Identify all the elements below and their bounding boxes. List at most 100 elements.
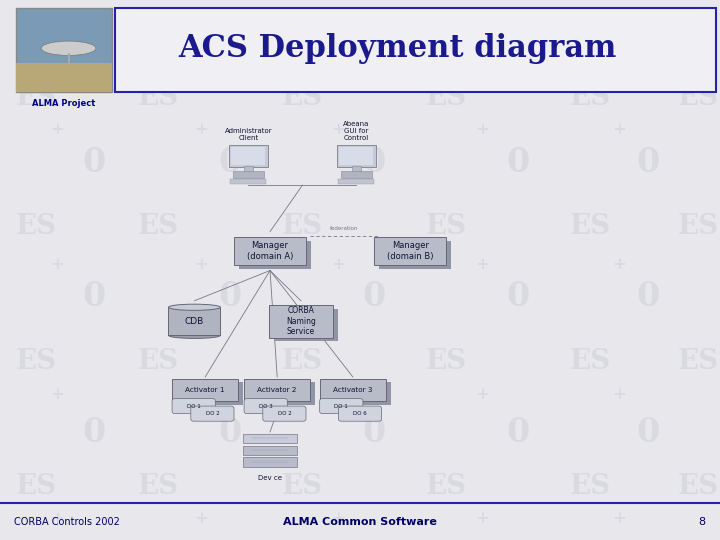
Text: DO 3: DO 3	[258, 403, 273, 409]
FancyBboxPatch shape	[244, 166, 253, 172]
Text: CORBA
Naming
Service: CORBA Naming Service	[286, 306, 316, 336]
Text: 0: 0	[363, 415, 386, 449]
Text: +: +	[331, 510, 346, 527]
FancyBboxPatch shape	[16, 8, 112, 92]
Text: ES: ES	[282, 472, 323, 500]
Text: ES: ES	[426, 84, 467, 111]
Text: 0: 0	[636, 415, 660, 449]
Text: ES: ES	[678, 213, 719, 240]
Text: ES: ES	[282, 84, 323, 111]
Text: ES: ES	[570, 472, 611, 500]
FancyBboxPatch shape	[243, 434, 297, 443]
FancyBboxPatch shape	[243, 457, 297, 467]
FancyBboxPatch shape	[341, 171, 372, 178]
FancyBboxPatch shape	[228, 145, 268, 167]
FancyBboxPatch shape	[263, 406, 306, 421]
Text: ES: ES	[426, 348, 467, 375]
Text: Activator 3: Activator 3	[333, 387, 372, 393]
FancyBboxPatch shape	[230, 179, 266, 184]
FancyBboxPatch shape	[336, 145, 376, 167]
Ellipse shape	[168, 332, 220, 339]
Text: +: +	[50, 510, 65, 527]
Text: ES: ES	[15, 84, 57, 111]
Text: ES: ES	[282, 348, 323, 375]
Text: ES: ES	[138, 213, 179, 240]
Text: 0: 0	[636, 280, 660, 314]
Text: 8: 8	[698, 517, 706, 526]
Text: ES: ES	[678, 472, 719, 500]
FancyBboxPatch shape	[320, 379, 386, 401]
Text: ES: ES	[138, 84, 179, 111]
Text: ES: ES	[138, 472, 179, 500]
FancyBboxPatch shape	[172, 399, 215, 414]
Text: +: +	[612, 510, 626, 527]
Text: DO 6: DO 6	[353, 411, 367, 416]
Text: 0: 0	[363, 280, 386, 314]
Text: ES: ES	[15, 213, 57, 240]
FancyBboxPatch shape	[191, 406, 234, 421]
Text: ES: ES	[426, 472, 467, 500]
FancyBboxPatch shape	[244, 379, 310, 401]
Text: DO 1: DO 1	[186, 403, 201, 409]
Text: ES: ES	[15, 348, 57, 375]
FancyBboxPatch shape	[243, 446, 297, 455]
FancyBboxPatch shape	[352, 166, 361, 172]
Text: +: +	[475, 510, 490, 527]
Text: +: +	[475, 386, 490, 403]
Text: Manager
(domain B): Manager (domain B)	[387, 241, 433, 261]
Text: 0: 0	[507, 415, 530, 449]
Text: 0: 0	[363, 145, 386, 179]
Text: +: +	[194, 256, 209, 273]
FancyBboxPatch shape	[115, 8, 716, 92]
Text: ES: ES	[15, 472, 57, 500]
Text: ES: ES	[678, 348, 719, 375]
Text: 0: 0	[507, 145, 530, 179]
Text: +: +	[194, 121, 209, 138]
Text: +: +	[331, 121, 346, 138]
FancyBboxPatch shape	[325, 382, 391, 405]
FancyBboxPatch shape	[16, 63, 112, 92]
Text: +: +	[475, 256, 490, 273]
Text: Administrator
Client: Administrator Client	[225, 128, 272, 141]
FancyBboxPatch shape	[320, 399, 363, 414]
Text: +: +	[50, 386, 65, 403]
FancyBboxPatch shape	[269, 305, 333, 338]
Text: +: +	[612, 386, 626, 403]
Text: 0: 0	[82, 415, 105, 449]
FancyBboxPatch shape	[338, 406, 382, 421]
Text: Manager
(domain A): Manager (domain A)	[247, 241, 293, 261]
Text: 0: 0	[82, 280, 105, 314]
Text: Dev ce: Dev ce	[258, 475, 282, 481]
Text: 0: 0	[507, 280, 530, 314]
Text: ES: ES	[282, 213, 323, 240]
FancyBboxPatch shape	[234, 237, 306, 265]
Text: +: +	[612, 121, 626, 138]
Text: DO 2: DO 2	[277, 411, 292, 416]
Text: CORBA Controls 2002: CORBA Controls 2002	[14, 517, 120, 526]
Text: ES: ES	[426, 213, 467, 240]
Ellipse shape	[168, 304, 220, 310]
Text: ES: ES	[138, 348, 179, 375]
Text: +: +	[194, 386, 209, 403]
Text: ES: ES	[678, 84, 719, 111]
Text: ALMA Common Software: ALMA Common Software	[283, 517, 437, 526]
Text: federation: federation	[330, 226, 358, 231]
Text: ES: ES	[570, 213, 611, 240]
FancyBboxPatch shape	[172, 379, 238, 401]
Text: +: +	[50, 256, 65, 273]
Text: 0: 0	[219, 280, 242, 314]
Text: 0: 0	[219, 145, 242, 179]
FancyBboxPatch shape	[177, 382, 243, 405]
Text: 0: 0	[82, 145, 105, 179]
FancyBboxPatch shape	[233, 171, 264, 178]
FancyBboxPatch shape	[231, 147, 265, 165]
Text: +: +	[475, 121, 490, 138]
Text: ACS Deployment diagram: ACS Deployment diagram	[179, 33, 617, 64]
FancyBboxPatch shape	[274, 309, 338, 341]
Text: CDB: CDB	[185, 317, 204, 326]
Text: +: +	[331, 256, 346, 273]
FancyBboxPatch shape	[168, 307, 220, 335]
Text: Activator 1: Activator 1	[186, 387, 225, 393]
Text: DO 1: DO 1	[334, 403, 348, 409]
FancyBboxPatch shape	[244, 399, 287, 414]
